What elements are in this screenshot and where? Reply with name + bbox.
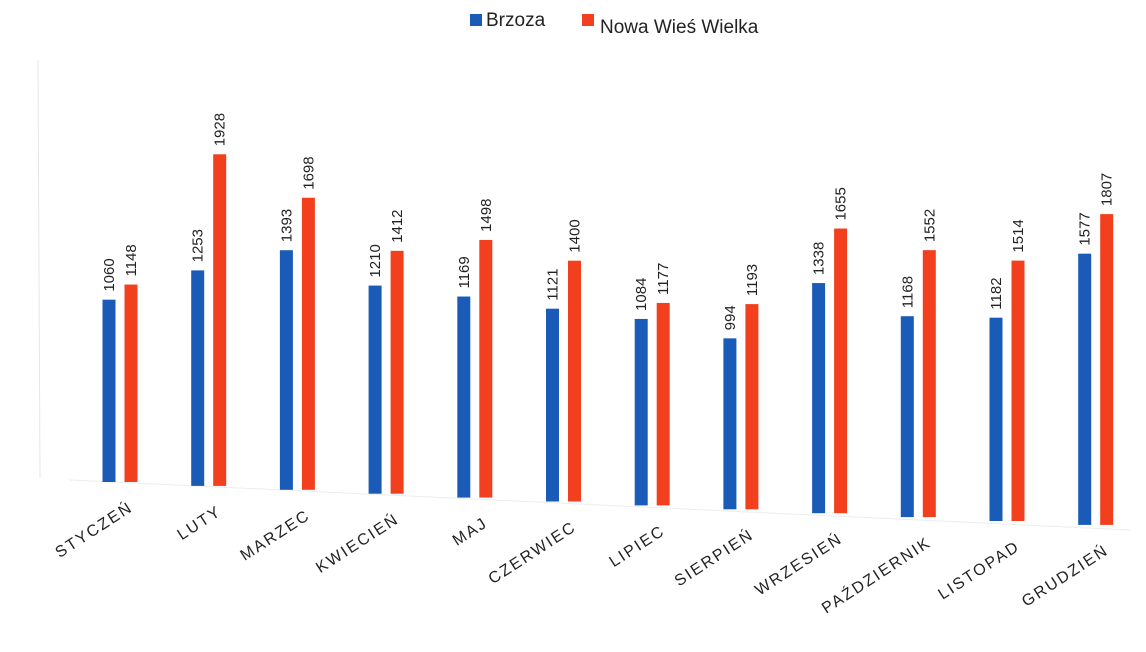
bar-nowa-wies-wielka-kwiecien [390, 250, 404, 494]
category-label-listopad: LISTOPAD [935, 538, 1023, 603]
bar-nowa-wies-wielka-styczen [124, 284, 138, 482]
value-label-nowa-wies-wielka-czerwiec: 1400 [567, 219, 584, 252]
bar-brzoza-lipiec [634, 318, 648, 506]
bar-brzoza-grudzien [1078, 253, 1092, 525]
bar-nowa-wies-wielka-pazdziernik [922, 250, 936, 518]
bar-nowa-wies-wielka-maj [479, 239, 493, 498]
bar-nowa-wies-wielka-lipiec [656, 302, 670, 506]
bar-nowa-wies-wielka-listopad [1011, 260, 1025, 521]
category-label-luty: LUTY [175, 503, 225, 544]
value-label-nowa-wies-wielka-marzec: 1698 [300, 156, 317, 189]
value-label-brzoza-listopad: 1182 [988, 277, 1005, 309]
bar-nowa-wies-wielka-luty [213, 154, 227, 486]
value-label-brzoza-wrzesien: 1338 [811, 242, 828, 275]
value-label-brzoza-grudzien: 1577 [1077, 212, 1094, 245]
bar-brzoza-styczen [102, 299, 116, 482]
legend-swatch-nowa-wies-wielka [582, 14, 594, 26]
bar-brzoza-marzec [279, 250, 293, 490]
value-label-brzoza-sierpien: 994 [722, 305, 739, 330]
bars-layer [102, 154, 1114, 525]
legend-label-nowa-wies-wielka: Nowa Wieś Wielka [600, 17, 759, 38]
value-label-brzoza-kwiecien: 1210 [367, 244, 384, 277]
value-label-nowa-wies-wielka-grudzien: 1807 [1099, 173, 1116, 206]
value-label-nowa-wies-wielka-wrzesien: 1655 [833, 187, 850, 220]
bar-brzoza-kwiecien [368, 285, 382, 494]
value-label-brzoza-czerwiec: 1121 [545, 268, 562, 300]
bar-nowa-wies-wielka-wrzesien [834, 228, 848, 514]
bar-brzoza-luty [191, 270, 205, 486]
bar-nowa-wies-wielka-sierpien [745, 304, 759, 510]
y-axis-line [37, 59, 41, 479]
category-label-grudzien: GRUDZIEŃ [1018, 540, 1112, 610]
value-label-nowa-wies-wielka-kwiecien: 1412 [389, 209, 406, 242]
plot-frame [37, 59, 1131, 531]
value-label-nowa-wies-wielka-sierpien: 1193 [744, 264, 761, 296]
value-label-nowa-wies-wielka-pazdziernik: 1552 [921, 209, 938, 242]
value-label-brzoza-lipiec: 1084 [633, 278, 650, 311]
bar-brzoza-listopad [989, 317, 1003, 521]
value-label-nowa-wies-wielka-styczen: 1148 [123, 244, 140, 276]
value-label-nowa-wies-wielka-lipiec: 1177 [655, 263, 672, 295]
bar-brzoza-czerwiec [546, 308, 559, 502]
value-label-brzoza-maj: 1169 [456, 256, 473, 288]
bar-nowa-wies-wielka-grudzien [1100, 214, 1114, 525]
category-label-wrzesien: WRZESIEŃ [751, 529, 846, 600]
category-label-styczen: STYCZEŃ [51, 497, 136, 561]
value-labels-layer: 1060 1148 1253 1928 1393 1698 1210 1412 1169 1498… [101, 113, 1116, 330]
bar-brzoza-sierpien [723, 338, 737, 510]
bar-brzoza-wrzesien [812, 283, 826, 514]
legend: Brzoza Nowa Wieś Wielka [470, 10, 759, 38]
value-label-brzoza-luty: 1253 [190, 229, 207, 262]
value-label-brzoza-pazdziernik: 1168 [899, 276, 916, 308]
category-label-maj: MAJ [450, 515, 491, 550]
value-label-nowa-wies-wielka-listopad: 1514 [1010, 219, 1027, 252]
category-label-czerwiec: CZERWIEC [486, 519, 580, 588]
value-label-nowa-wies-wielka-maj: 1498 [478, 199, 495, 232]
legend-label-brzoza: Brzoza [486, 10, 546, 31]
value-label-nowa-wies-wielka-luty: 1928 [212, 113, 229, 146]
category-label-sierpien: SIERPIEŃ [671, 525, 757, 590]
bar-nowa-wies-wielka-marzec [301, 197, 315, 490]
legend-swatch-brzoza [470, 14, 482, 26]
bar-brzoza-pazdziernik [900, 316, 914, 518]
value-label-brzoza-styczen: 1060 [101, 258, 118, 291]
category-label-lipiec: LIPIEC [607, 522, 669, 570]
category-label-marzec: MARZEC [238, 507, 314, 565]
bar-brzoza-maj [457, 296, 471, 498]
value-label-brzoza-marzec: 1393 [278, 209, 295, 242]
category-label-kwiecien: KWIECIEŃ [312, 509, 402, 577]
bar-nowa-wies-wielka-czerwiec [568, 260, 581, 502]
x-axis-line [69, 479, 1131, 531]
